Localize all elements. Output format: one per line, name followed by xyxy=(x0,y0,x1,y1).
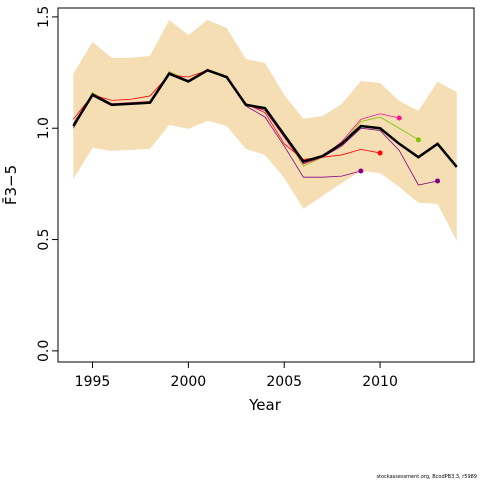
x-tick-label: 2000 xyxy=(171,374,207,390)
x-tick-label: 2005 xyxy=(266,374,302,390)
end-point xyxy=(415,137,421,143)
x-tick-label: 1995 xyxy=(75,374,111,390)
end-point xyxy=(377,150,383,156)
y-tick-label: 1.0 xyxy=(36,117,52,139)
end-point xyxy=(358,168,364,174)
series-line xyxy=(72,68,458,168)
x-axis-label: Year xyxy=(248,396,282,414)
y-tick-label: 1.5 xyxy=(36,6,52,28)
end-point xyxy=(435,178,441,184)
footnote: stockassessment.org, BcodPB3.3, r5989 xyxy=(376,474,477,480)
confidence-band xyxy=(73,20,457,241)
end-point xyxy=(396,115,402,121)
y-tick-label: 0.0 xyxy=(36,340,52,362)
y-tick-label: 0.5 xyxy=(36,228,52,250)
x-tick-label: 2010 xyxy=(362,374,398,390)
plot-frame xyxy=(57,7,475,363)
y-axis-label: F̄3−5 xyxy=(1,165,20,205)
